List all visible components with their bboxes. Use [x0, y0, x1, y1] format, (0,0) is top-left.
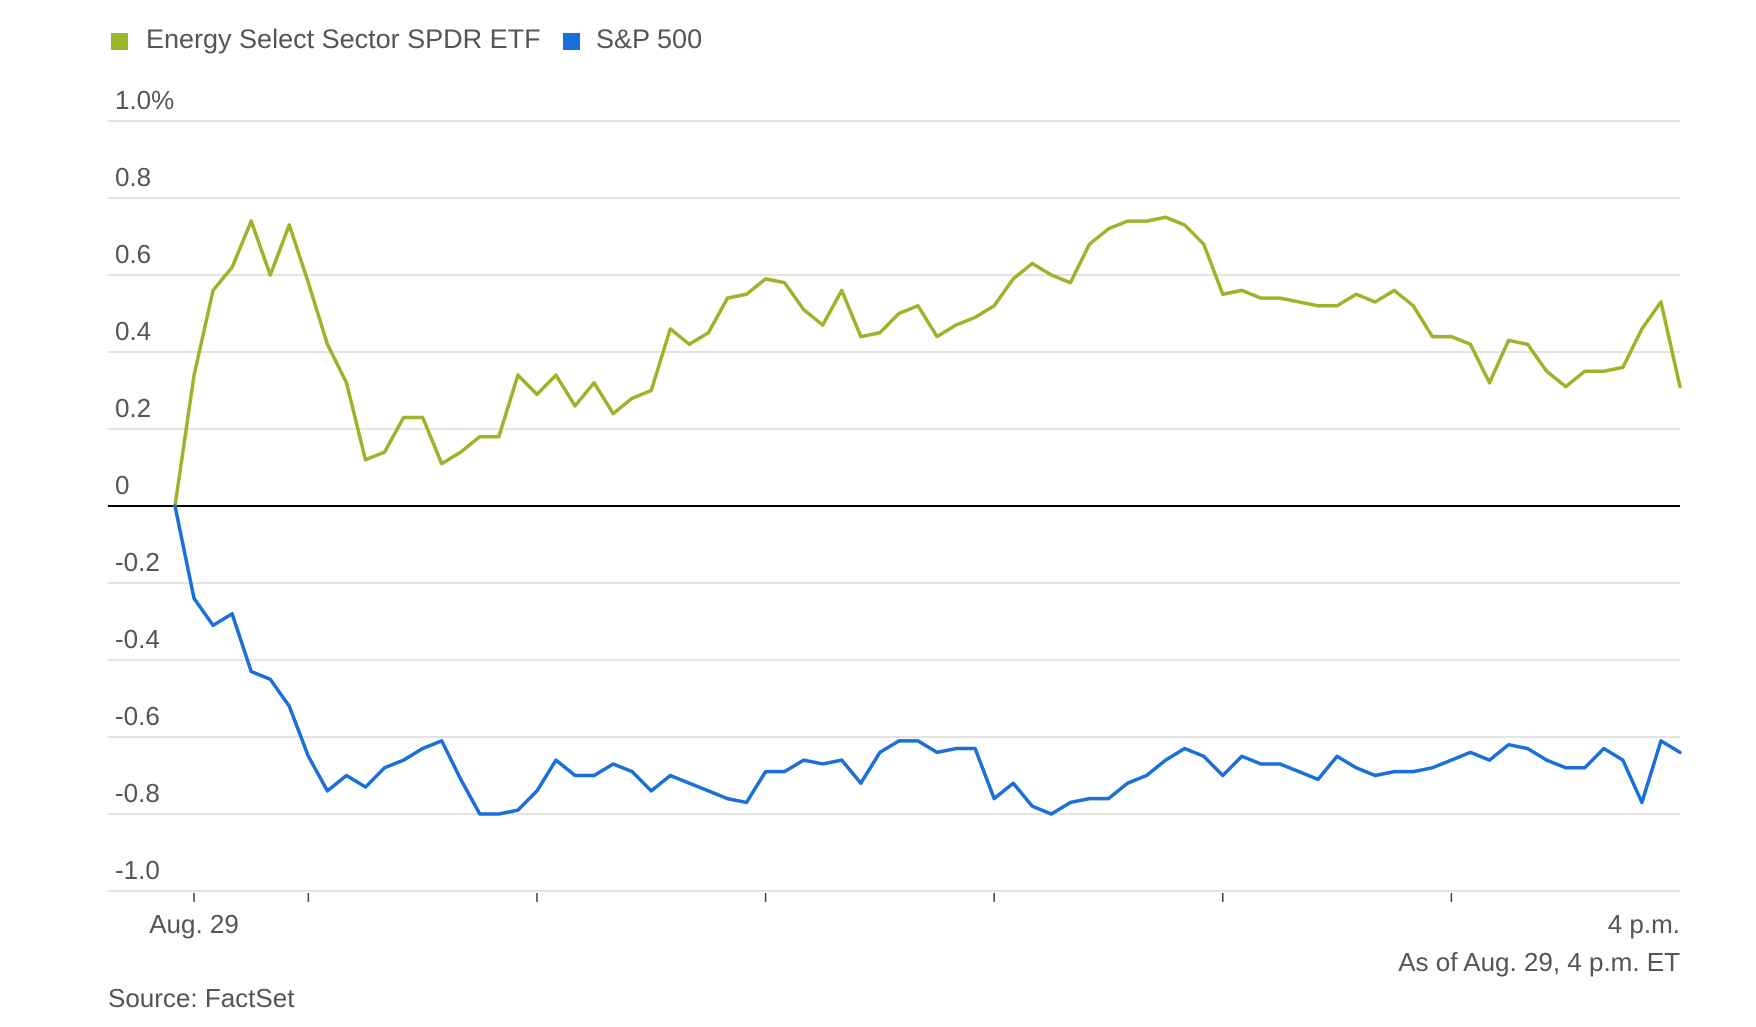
y-tick-label: 0.4	[115, 316, 151, 346]
grid	[108, 120, 1680, 892]
y-tick-label: -0.2	[115, 547, 160, 577]
legend-swatch-sp500	[563, 33, 580, 50]
series	[173, 215, 1682, 816]
y-tick-label: -0.4	[115, 624, 160, 654]
y-tick-label: 0.8	[115, 162, 151, 192]
legend-label-sp500: S&P 500	[596, 24, 702, 54]
source-note: Source: FactSet	[108, 983, 295, 1013]
y-axis: 1.0% 0.8 0.6 0.4 0.2 0 -0.2 -0.4 -0.6 -0.8 -1.0	[115, 85, 174, 885]
y-tick-label: 0	[115, 470, 129, 500]
y-tick-label: -0.6	[115, 701, 160, 731]
x-axis: Aug. 29 4 p.m.	[149, 893, 1680, 939]
series-line-energy	[173, 215, 1682, 508]
y-tick-label: -1.0	[115, 855, 160, 885]
y-tick-label: 1.0%	[115, 85, 174, 115]
x-tick-label: Aug. 29	[149, 909, 239, 939]
as-of-note: As of Aug. 29, 4 p.m. ET	[1398, 947, 1680, 977]
x-tick-label: 4 p.m.	[1608, 909, 1680, 939]
legend: Energy Select Sector SPDR ETF S&P 500	[111, 24, 702, 54]
series-line-sp500	[173, 504, 1682, 816]
y-tick-label: -0.8	[115, 778, 160, 808]
y-tick-label: 0.2	[115, 393, 151, 423]
legend-swatch-energy	[111, 33, 128, 50]
legend-label-energy: Energy Select Sector SPDR ETF	[146, 24, 541, 54]
y-tick-label: 0.6	[115, 239, 151, 269]
